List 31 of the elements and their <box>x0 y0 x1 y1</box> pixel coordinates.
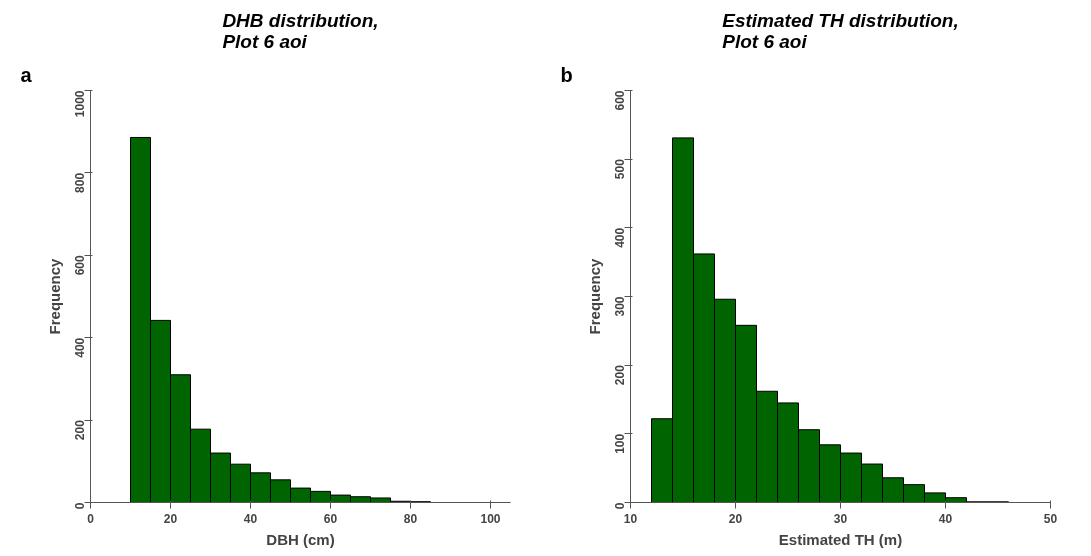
y-tick-label: 200 <box>613 364 627 386</box>
text: b <box>560 63 573 86</box>
x-tick-label: 40 <box>243 511 258 526</box>
y-tick-label: 100 <box>613 433 627 454</box>
x-tick-label: 20 <box>163 511 178 526</box>
y-tick-label: 800 <box>73 172 87 193</box>
y-tick-label: 200 <box>73 419 87 441</box>
y-tick-label: 400 <box>613 227 627 248</box>
x-tick-label: 20 <box>728 511 743 526</box>
chart-title: Estimated TH distribution, Plot 6 aoi <box>722 9 959 52</box>
x-tick-label: 80 <box>403 511 418 526</box>
y-tick-label: 500 <box>613 158 627 180</box>
y-axis-title: Frequency <box>45 257 63 335</box>
x-axis-title: DBH (cm) <box>266 530 335 548</box>
y-tick-label: 600 <box>73 254 87 276</box>
y-tick-label: 0 <box>73 502 87 510</box>
y-tick-label: 300 <box>613 296 627 317</box>
y-tick-label: 400 <box>73 337 87 358</box>
x-axis-title: Estimated TH (m) <box>778 530 903 548</box>
text: a <box>20 63 33 86</box>
x-tick-label: 60 <box>323 511 338 526</box>
x-tick-label: 10 <box>623 511 638 526</box>
y-tick-label: 0 <box>613 502 627 510</box>
y-axis-title: Frequency <box>585 257 603 335</box>
y-tick-label: 600 <box>613 90 627 111</box>
y-tick-label: 1000 <box>73 90 87 118</box>
x-tick-label: 30 <box>833 511 848 526</box>
x-tick-label: 50 <box>1043 511 1058 526</box>
chart-title: DHB distribution, Plot 6 aoi <box>222 9 379 52</box>
x-tick-label: 40 <box>938 511 953 526</box>
x-tick-label: 100 <box>480 511 501 526</box>
